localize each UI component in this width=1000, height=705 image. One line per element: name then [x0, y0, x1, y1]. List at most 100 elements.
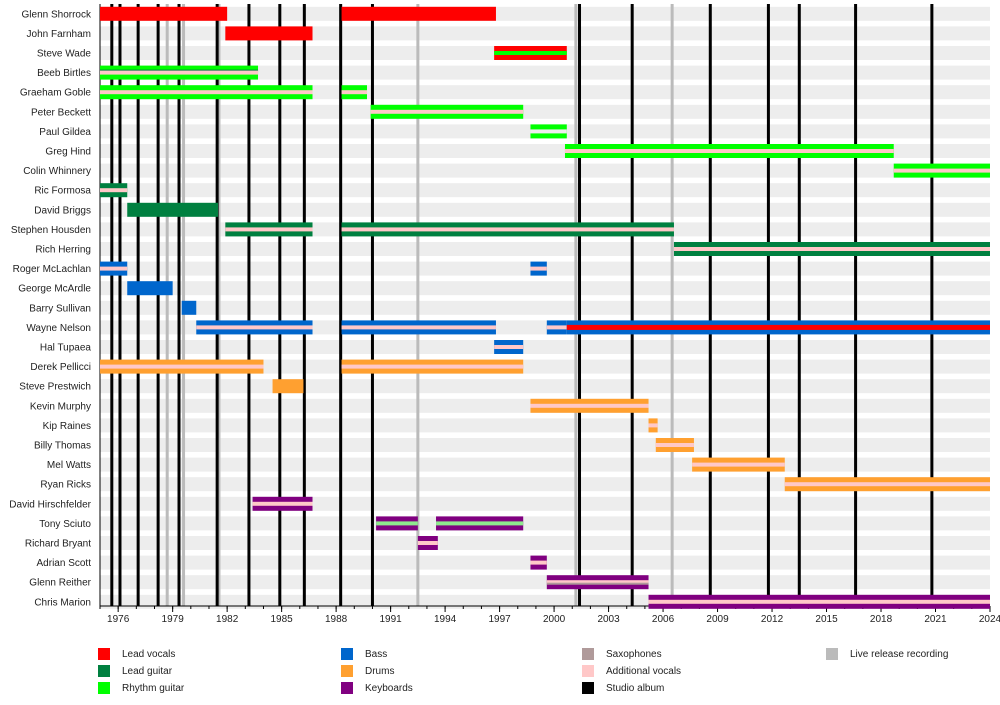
member-bar — [546, 575, 649, 590]
studio-album-line — [247, 4, 251, 606]
member-label: George McArdle — [18, 284, 91, 295]
member-bar — [100, 85, 313, 100]
tick-label: 1985 — [271, 614, 294, 625]
member-bar — [100, 65, 259, 80]
member-bar — [341, 85, 367, 100]
tick-label: 1982 — [216, 614, 239, 625]
member-bar — [272, 379, 304, 394]
tick-label: 1991 — [379, 614, 402, 625]
studio-album-line — [177, 4, 181, 606]
member-bar — [100, 261, 128, 276]
bar-inner — [252, 501, 313, 506]
member-bar — [530, 124, 567, 139]
member-bar — [436, 516, 524, 531]
member-bar — [100, 359, 264, 374]
legend-item: Lead guitar — [98, 665, 172, 677]
bar-inner — [494, 51, 567, 55]
legend-item: Studio album — [582, 682, 664, 694]
studio-album-line — [797, 4, 801, 606]
legend-item: Bass — [341, 648, 387, 660]
legend-swatch — [582, 665, 594, 677]
live-release-line — [416, 4, 420, 606]
bar-inner — [546, 325, 567, 330]
bar-inner — [100, 364, 264, 369]
member-bar — [100, 183, 128, 198]
tick-label: 1979 — [162, 614, 185, 625]
studio-album-line — [118, 4, 122, 606]
member-bar — [530, 398, 649, 413]
legend-item: Keyboards — [341, 682, 413, 694]
studio-album-line — [302, 4, 306, 606]
member-label: Peter Beckett — [31, 107, 91, 118]
legend-label: Keyboards — [365, 682, 413, 694]
legend-label: Studio album — [606, 682, 665, 694]
member-bar — [494, 46, 567, 60]
member-labels: Glenn Shorrock John Farnham Steve Wade Beeb… — [9, 9, 92, 608]
bar-inner — [546, 580, 649, 585]
live-release-line — [670, 4, 674, 606]
tick-label: 1988 — [325, 614, 348, 625]
legend-label: Additional vocals — [606, 665, 682, 677]
tick-label: 2015 — [815, 614, 838, 625]
legend-swatch — [826, 648, 838, 660]
member-bar — [341, 320, 496, 335]
member-bar — [530, 555, 547, 570]
member-bar — [673, 242, 990, 256]
bar-main — [341, 6, 496, 21]
member-label: Billy Thomas — [34, 441, 91, 452]
member-bar — [648, 418, 658, 433]
legend-swatch — [98, 648, 110, 660]
tick-label: 2021 — [924, 614, 947, 625]
studio-album-line — [110, 4, 114, 606]
bar-inner — [436, 521, 524, 526]
bar-main — [225, 26, 313, 41]
member-bar — [564, 144, 894, 158]
legend-swatch — [98, 682, 110, 694]
member-label: Tony Sciuto — [39, 519, 91, 530]
tick-label: 1997 — [488, 614, 511, 625]
studio-album-line — [708, 4, 712, 606]
member-label: John Farnham — [27, 29, 91, 40]
studio-album-line — [630, 4, 634, 606]
tick-label: 2012 — [761, 614, 784, 625]
member-bar — [196, 320, 313, 335]
tick-label: 1994 — [434, 614, 457, 625]
bar-inner — [100, 266, 128, 271]
bar-inner — [648, 423, 658, 428]
member-label: Steve Prestwich — [19, 382, 91, 393]
bar-inner — [341, 90, 367, 95]
member-label: David Hirschfelder — [9, 499, 91, 510]
legend-swatch — [341, 665, 353, 677]
tick-label: 2009 — [706, 614, 729, 625]
member-label: Kevin Murphy — [30, 401, 91, 412]
bar-inner — [673, 247, 990, 251]
legend-swatch — [98, 665, 110, 677]
member-label: Wayne Nelson — [26, 323, 91, 334]
member-label: Derek Pellicci — [30, 362, 91, 373]
member-bar — [100, 6, 228, 21]
bar-main — [127, 202, 219, 217]
member-label: Adrian Scott — [37, 558, 92, 569]
bar-inner — [530, 266, 547, 271]
bar-inner — [100, 70, 259, 75]
legend-label: Bass — [365, 648, 388, 660]
member-label: Mel Watts — [47, 460, 91, 471]
legend-label: Lead guitar — [122, 665, 173, 677]
member-label: Ric Formosa — [34, 186, 91, 197]
member-label: Roger McLachlan — [13, 264, 91, 275]
member-bar — [692, 457, 785, 472]
bar-inner — [100, 188, 128, 193]
tick-label: 2018 — [870, 614, 893, 625]
member-label: Greg Hind — [45, 147, 91, 158]
bar-inner — [655, 443, 694, 447]
studio-album-line — [156, 4, 160, 606]
bar-inner — [376, 521, 418, 526]
member-bar — [127, 202, 219, 217]
studio-album-line — [215, 4, 219, 606]
member-label: David Briggs — [34, 205, 91, 216]
member-label: Steve Wade — [37, 49, 92, 60]
bar-inner — [566, 324, 990, 330]
member-bar — [127, 281, 173, 296]
bar-inner — [341, 364, 524, 369]
member-bar — [530, 261, 547, 276]
